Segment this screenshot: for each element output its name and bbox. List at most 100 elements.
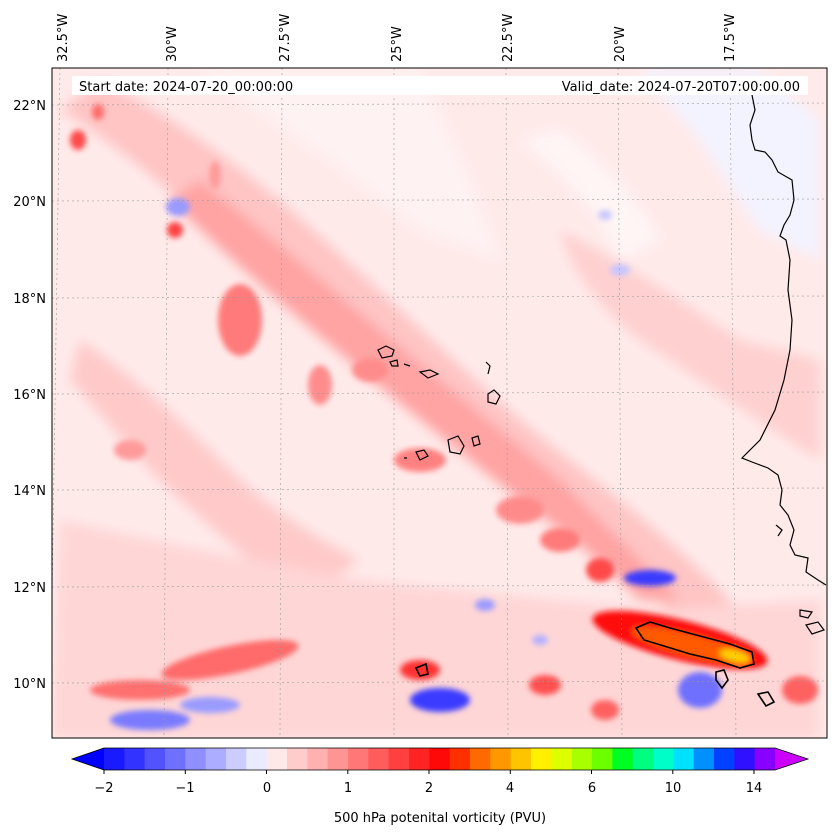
- colorbar-segment: [510, 748, 532, 770]
- pv-feature: [475, 599, 495, 611]
- pv-feature: [400, 660, 440, 680]
- pv-feature: [532, 635, 548, 645]
- colorbar-segment: [287, 748, 308, 770]
- lat-label: 18°N: [13, 292, 46, 307]
- lon-label: 25°W: [390, 26, 405, 62]
- pv-feature: [610, 264, 630, 276]
- lat-label: 16°N: [13, 388, 46, 403]
- pv-feature: [90, 680, 190, 700]
- pv-feature: [166, 198, 190, 216]
- colorbar-tick-label: −2: [94, 781, 113, 796]
- colorbar-segment: [185, 748, 207, 770]
- colorbar-tick-label: 4: [506, 781, 514, 796]
- lat-label: 12°N: [13, 581, 46, 596]
- colorbar-segment: [571, 748, 593, 770]
- colorbar-segment: [632, 748, 654, 770]
- pv-field-region: [560, 230, 820, 460]
- colorbar-segment: [673, 748, 695, 770]
- pv-feature: [352, 358, 388, 382]
- colorbar-segment: [693, 748, 715, 770]
- pv-feature: [719, 649, 751, 663]
- map-panel: Start date: 2024-07-20_00:00:00 Valid_da…: [52, 68, 827, 738]
- colorbar-segment: [653, 748, 674, 770]
- start-date-label: Start date: 2024-07-20_00:00:00: [79, 80, 293, 95]
- colorbar-segment: [490, 748, 512, 770]
- colorbar-segment: [551, 748, 573, 770]
- pv-feature: [218, 284, 262, 356]
- lat-label: 14°N: [13, 484, 46, 499]
- pv-field-features: [70, 104, 818, 730]
- colorbar-segment: [246, 748, 268, 770]
- pv-feature: [92, 104, 104, 120]
- colorbar-segment: [368, 748, 390, 770]
- pv-feature: [308, 365, 332, 405]
- pv-field: [52, 70, 820, 738]
- colorbar-segment: [592, 748, 613, 770]
- lon-label: 22.5°W: [501, 14, 516, 62]
- pv-contours: [414, 621, 776, 708]
- latitude-labels: 22°N 20°N 18°N 16°N 14°N 12°N 10°N: [13, 99, 46, 692]
- colorbar-segment: [226, 748, 247, 770]
- pv-field-region: [200, 70, 500, 260]
- lat-label: 10°N: [13, 677, 46, 692]
- pv-feature: [161, 640, 299, 680]
- colorbar-segment: [409, 748, 430, 770]
- lon-label: 27.5°W: [278, 14, 293, 62]
- pv-feature: [624, 570, 676, 586]
- colorbar-ticks: [103, 770, 755, 774]
- colorbar-segment: [470, 748, 491, 770]
- pv-feature: [496, 496, 544, 524]
- colorbar-tick-label: 6: [588, 781, 596, 796]
- pv-feature: [631, 626, 749, 664]
- colorbar-segment: [144, 748, 166, 770]
- colorbar-segment: [754, 748, 776, 770]
- colorbar-tick-label: 14: [746, 781, 763, 796]
- longitude-labels: 32.5°W 30°W 27.5°W 25°W 22.5°W 20°W 17.5…: [56, 14, 738, 62]
- colorbar-tick-label: 0: [263, 781, 271, 796]
- colorbar-segments: [104, 748, 776, 770]
- lat-label: 22°N: [13, 99, 46, 114]
- pv-feature: [70, 130, 86, 150]
- pv-field-region: [170, 180, 680, 600]
- pv-feature: [114, 440, 146, 460]
- colorbar-segment: [714, 748, 735, 770]
- colorbar-over-arrow: [775, 748, 808, 770]
- colorbar-segment: [734, 748, 756, 770]
- colorbar-segment: [429, 748, 451, 770]
- colorbar-segment: [531, 748, 552, 770]
- colorbar-segment: [348, 748, 369, 770]
- colorbar-segment: [266, 748, 288, 770]
- pv-feature: [540, 528, 580, 552]
- colorbar-tick-label: 2: [425, 781, 433, 796]
- colorbar-tick-label: 1: [344, 781, 352, 796]
- pv-feature: [586, 558, 614, 582]
- colorbar-segment: [205, 748, 227, 770]
- map-frame: [51, 67, 828, 739]
- pv-field-region: [70, 340, 360, 600]
- graticule: [52, 68, 827, 738]
- cape-verde-islands: [377, 345, 501, 461]
- header-box: [72, 76, 808, 95]
- lon-label: 30°W: [165, 26, 180, 62]
- pv-field-region: [52, 520, 820, 738]
- pv-feature: [529, 675, 561, 695]
- pv-feature: [591, 700, 619, 720]
- colorbar-tick-label: 10: [665, 781, 682, 796]
- colorbar-segment: [124, 748, 146, 770]
- colorbar-segment: [307, 748, 329, 770]
- pv-feature: [410, 688, 470, 712]
- pv-feature: [678, 672, 722, 708]
- colorbar-segment: [165, 748, 186, 770]
- colorbar-tick-label: −1: [175, 781, 194, 796]
- pv-feature: [598, 210, 612, 220]
- colorbar-label: 500 hPa potenital vorticity (PVU): [334, 811, 546, 826]
- lon-label: 32.5°W: [56, 14, 71, 62]
- colorbar-segment: [104, 748, 125, 770]
- colorbar-under-arrow: [72, 748, 104, 770]
- colorbar-tick-labels: −2 −1 0 1 2 4 6 10 14: [94, 781, 762, 796]
- valid-date-label: Valid_date: 2024-07-20T07:00:00.00: [562, 80, 800, 95]
- lon-label: 20°W: [613, 26, 628, 62]
- pv-feature: [167, 222, 183, 238]
- pv-feature: [209, 161, 221, 189]
